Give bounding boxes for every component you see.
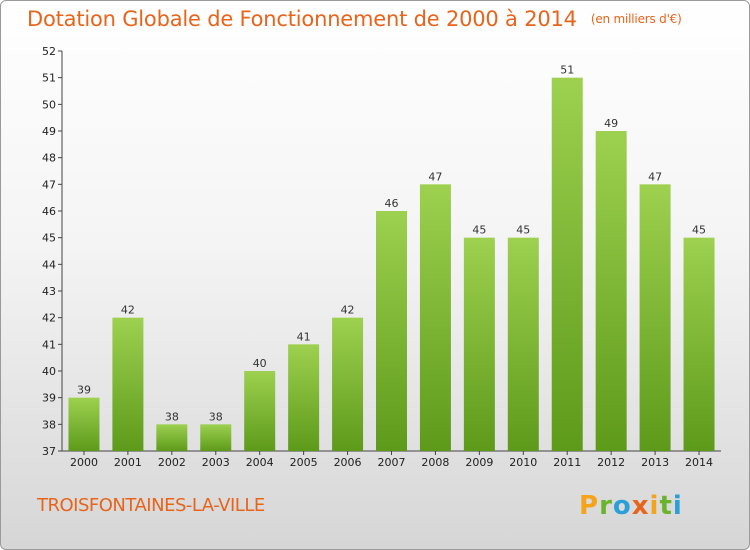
chart-labels: 2000 39 2001 42 2002 38 2003 38 2004 40 2005 41 2006… [70,64,713,469]
y-tick-label: 44 [42,258,56,271]
chart-axes: 37 38 39 40 41 42 43 44 45 46 47 48 49 50 51 52 [42,45,721,458]
x-tick-label: 2013 [641,456,669,469]
x-tick-label: 2006 [334,456,362,469]
bar [68,397,100,451]
logo-letter: r [599,491,613,521]
x-tick-label: 2010 [509,456,537,469]
y-tick-label: 37 [42,445,56,458]
x-tick-label: 2005 [290,456,318,469]
bar [683,237,715,451]
bar [112,317,144,451]
x-tick-label: 2002 [158,456,186,469]
chart-subtitle: (en milliers d'€) [590,12,682,26]
data-label: 42 [121,304,135,317]
data-label: 41 [297,330,311,343]
bar [595,131,627,451]
bar [639,184,671,452]
data-label: 45 [692,224,706,237]
data-label: 38 [209,410,223,423]
chart-title-text: Dotation Globale de Fonctionnement de 20… [27,7,577,31]
y-tick-label: 49 [42,125,56,138]
y-tick-label: 43 [42,285,56,298]
y-tick-label: 42 [42,312,56,325]
x-tick-label: 2000 [70,456,98,469]
y-tick-label: 47 [42,178,56,191]
data-label: 47 [648,170,662,183]
x-tick-label: 2014 [685,456,713,469]
data-label: 51 [560,64,574,77]
x-tick-label: 2011 [553,456,581,469]
proxiti-logo: Proxiti [579,491,683,521]
logo-letter: i [672,491,683,521]
bar [507,237,539,451]
y-tick-label: 50 [42,98,56,111]
bar [463,237,495,451]
bar [376,211,407,451]
chart-bars [68,77,715,452]
y-tick-label: 40 [42,365,56,378]
bar [332,317,364,451]
logo-letter: o [612,491,632,521]
data-label: 46 [385,197,399,210]
bar [200,424,232,451]
x-tick-label: 2012 [597,456,625,469]
y-tick-label: 52 [42,45,56,58]
data-label: 49 [604,117,618,130]
x-tick-label: 2009 [465,456,493,469]
bar [551,77,583,452]
logo-letter: t [659,491,673,521]
y-tick-label: 41 [42,338,56,351]
y-tick-label: 46 [42,205,56,218]
bar [156,424,188,451]
x-tick-label: 2008 [421,456,449,469]
y-tick-label: 51 [42,72,56,85]
chart-title: Dotation Globale de Fonctionnement de 20… [27,7,682,31]
bar [419,184,451,452]
x-tick-label: 2004 [246,456,274,469]
x-tick-label: 2003 [202,456,230,469]
data-label: 38 [165,410,179,423]
y-tick-label: 39 [42,392,56,405]
data-label: 42 [341,304,355,317]
data-label: 47 [428,170,442,183]
commune-name: TROISFONTAINES-LA-VILLE [37,495,265,516]
y-tick-label: 45 [42,232,56,245]
logo-letter: i [649,491,660,521]
data-label: 39 [77,384,91,397]
x-tick-label: 2007 [378,456,406,469]
y-tick-label: 38 [42,418,56,431]
data-label: 40 [253,357,267,370]
y-tick-label: 48 [42,152,56,165]
bar [244,371,276,451]
bar [288,344,320,451]
x-tick-label: 2001 [114,456,142,469]
data-label: 45 [516,224,530,237]
data-label: 45 [472,224,486,237]
logo-letter: x [631,491,650,521]
logo-letter: P [579,491,600,521]
